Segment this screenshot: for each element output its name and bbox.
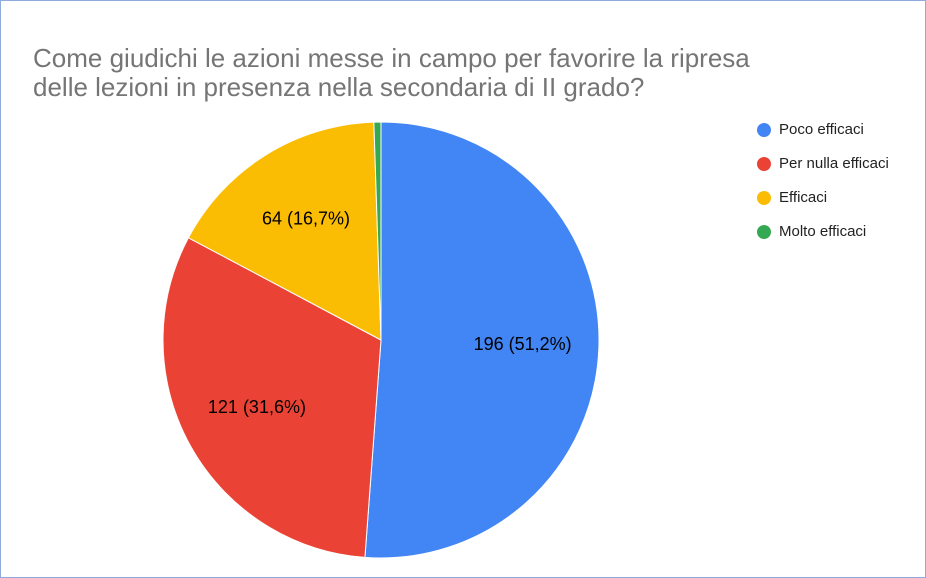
pie-slice [373, 121, 382, 341]
legend-label: Poco efficaci [779, 121, 864, 138]
legend-label: Efficaci [779, 189, 827, 206]
chart-title: delle lezioni in presenza nella secondar… [33, 72, 644, 102]
legend-label: Molto efficaci [779, 223, 866, 240]
slice-label: 64 (16,7%) [262, 209, 350, 229]
slice-label: 196 (51,2%) [474, 334, 572, 354]
pie-slice [187, 121, 382, 341]
chart-title: Come giudichi le azioni messe in campo p… [33, 43, 750, 73]
legend-swatch [757, 191, 771, 205]
legend-swatch [757, 157, 771, 171]
pie-slice [162, 237, 382, 558]
legend-swatch [757, 225, 771, 239]
legend-swatch [757, 123, 771, 137]
slice-label: 121 (31,6%) [208, 397, 306, 417]
legend-label: Per nulla efficaci [779, 155, 889, 172]
pie-slice [364, 121, 600, 559]
